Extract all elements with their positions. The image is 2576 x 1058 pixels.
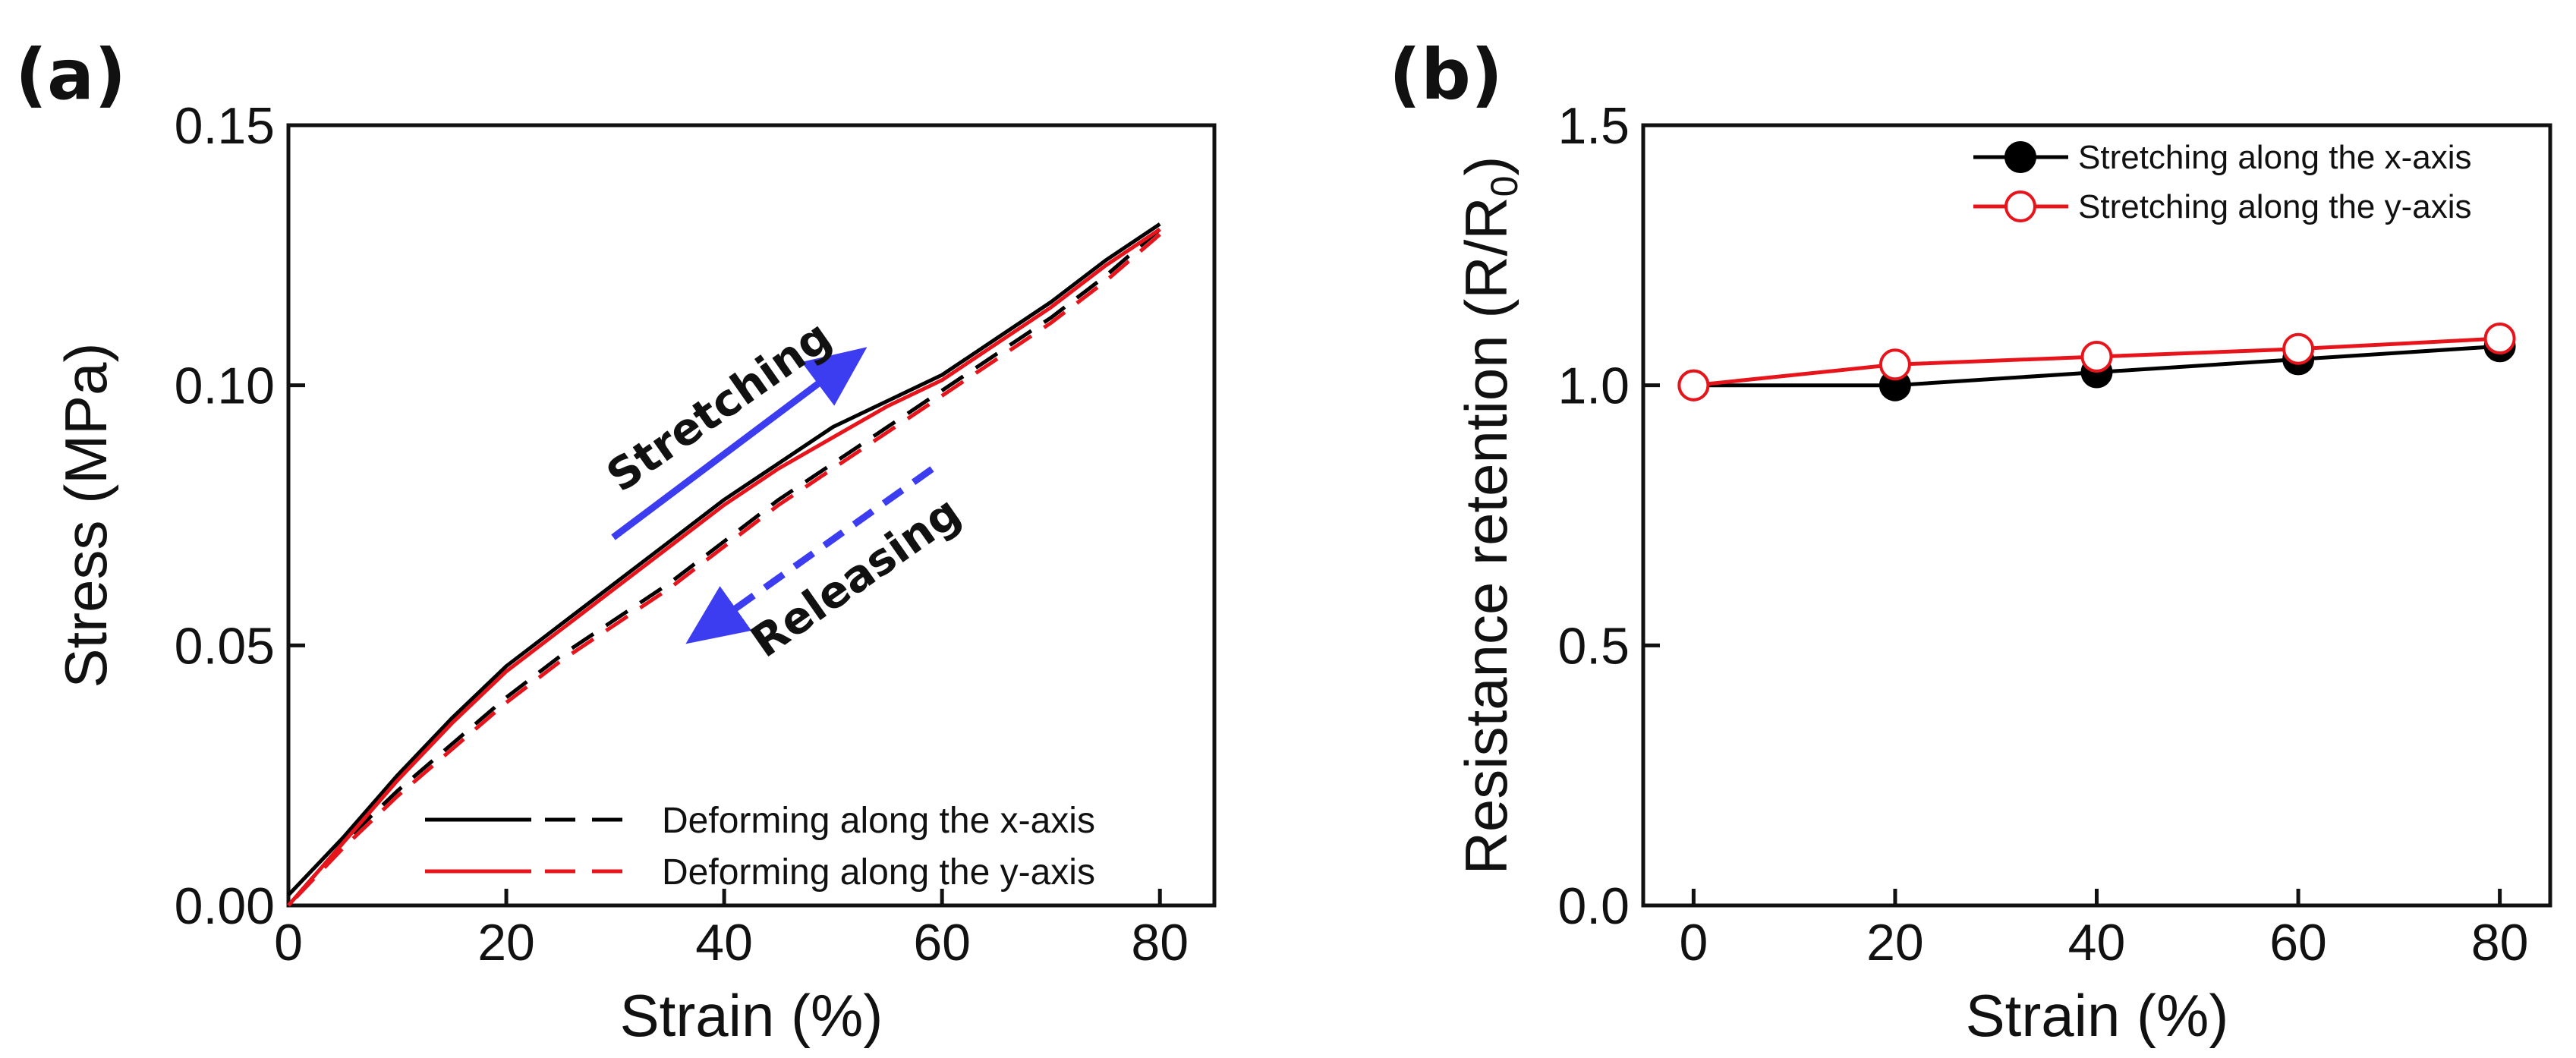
b-x-tick-label: 80 — [2471, 914, 2529, 971]
b-series-1-point — [1878, 348, 1911, 381]
b-y-tick-label: 1.5 — [1557, 97, 1630, 155]
releasing-arrow — [685, 466, 934, 644]
a-y-tick-label: 0.05 — [175, 617, 275, 675]
b-series-1-point — [2483, 323, 2516, 354]
a-series-line-1 — [287, 228, 1161, 907]
legend-b-x-axis-label: Stretching along the x-axis — [2078, 139, 2472, 176]
b-y-tick-label: 1.0 — [1557, 357, 1630, 415]
b-x-tick-label: 20 — [1866, 914, 1924, 971]
a-y-tick-label: 0.10 — [175, 357, 275, 415]
legend-b-y-axis-label: Stretching along the y-axis — [2078, 188, 2472, 225]
stretching-annotation: Stretching — [597, 310, 840, 502]
y-title-end: ) — [1453, 156, 1519, 176]
a-series-line-0 — [287, 222, 1161, 897]
panel-a-series — [287, 222, 1161, 907]
a-series-line-2 — [287, 228, 1161, 907]
legend-a-x-axis-label: Deforming along the x-axis — [662, 801, 1095, 841]
panel-a: (a) 0 20 40 60 80 0.00 0.05 0.10 0.15 Strain (%)… — [15, 34, 1217, 1049]
panel-b-x-axis-title: Strain (%) — [1966, 982, 2229, 1049]
legend-a-y-axis-label: Deforming along the y-axis — [662, 852, 1095, 893]
a-x-tick-label: 0 — [274, 914, 303, 971]
panel-b-label: (b) — [1389, 34, 1503, 115]
stretching-arrow — [611, 347, 868, 540]
panel-b-ticks: 0 20 40 60 80 0.0 0.5 1.0 1.5 — [1557, 97, 2528, 971]
panel-b-series — [1677, 323, 2516, 401]
panel-b: (b) 0 20 40 60 80 0.0 0.5 1.0 1.5 Strain (%) Res… — [1389, 34, 2552, 1049]
panel-a-legend: Deforming along the x-axis Deforming alo… — [425, 801, 1095, 893]
b-x-tick-label: 0 — [1679, 914, 1708, 971]
y-title-main: Resistance retention (R/R — [1453, 197, 1519, 874]
panel-b-y-axis-title: Resistance retention (R/R0) — [1453, 156, 1526, 875]
b-series-1-point — [2282, 332, 2315, 365]
a-y-tick-label: 0.00 — [175, 877, 275, 935]
panel-b-legend: Stretching along the x-axis Stretching a… — [1973, 139, 2472, 225]
panel-b-plot-frame — [1641, 123, 2552, 908]
a-x-tick-label: 60 — [913, 914, 971, 971]
panel-a-label: (a) — [15, 34, 126, 115]
a-x-tick-label: 20 — [477, 914, 535, 971]
b-y-tick-label: 0.5 — [1557, 617, 1630, 675]
y-title-subscript: 0 — [1483, 176, 1526, 197]
legend-b-black-marker — [2004, 141, 2036, 173]
b-x-tick-label: 40 — [2068, 914, 2126, 971]
panel-a-ticks: 0 20 40 60 80 0.00 0.05 0.10 0.15 — [175, 97, 1189, 971]
a-series-line-3 — [287, 233, 1161, 907]
legend-b-red-marker — [2004, 191, 2036, 222]
a-y-tick-label: 0.15 — [175, 97, 275, 155]
panel-a-x-axis-title: Strain (%) — [620, 982, 883, 1049]
b-x-tick-label: 60 — [2269, 914, 2327, 971]
b-series-1-point — [1677, 369, 1710, 401]
panel-a-y-axis-title: Stress (MPa) — [52, 342, 119, 688]
b-y-tick-label: 0.0 — [1557, 877, 1630, 935]
panel-a-plot-frame — [286, 123, 1217, 908]
b-series-1-point — [2080, 341, 2113, 373]
a-x-tick-label: 40 — [695, 914, 753, 971]
a-x-tick-label: 80 — [1131, 914, 1189, 971]
